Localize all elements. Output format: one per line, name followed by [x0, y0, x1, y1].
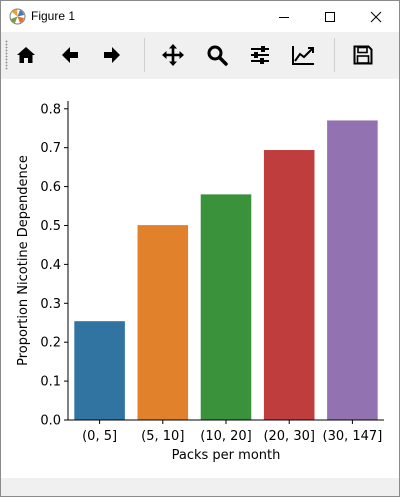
home-button[interactable]: [11, 40, 41, 70]
y-tick-label: 0.8: [40, 102, 61, 117]
close-icon: [370, 11, 382, 22]
pan-button[interactable]: [158, 40, 188, 70]
x-tick-label: (0, 5]: [82, 429, 117, 444]
y-tick-label: 0.5: [40, 219, 61, 234]
title-bar[interactable]: Figure 1: [1, 1, 399, 32]
x-axis-label: Packs per month: [172, 448, 281, 463]
bar-2: [137, 225, 189, 420]
arrow-left-icon: [62, 47, 78, 63]
move-icon: [162, 44, 184, 66]
home-icon: [17, 47, 35, 63]
configure-subplots-button[interactable]: [245, 40, 275, 70]
bar-5: [327, 120, 378, 420]
y-tick-label: 0.7: [40, 141, 61, 156]
minimize-icon: [279, 16, 289, 18]
y-axis-label: Proportion Nicotine Dependence: [16, 155, 31, 366]
x-tick-label: (5, 10]: [141, 429, 184, 444]
bar-4: [263, 150, 315, 420]
status-bar: [1, 478, 399, 496]
y-tick-label: 0.3: [40, 297, 61, 312]
y-tick-label: 0.4: [40, 258, 61, 273]
y-tick-label: 0.6: [40, 180, 61, 195]
edit-axis-button[interactable]: [288, 40, 318, 70]
x-tick-label: (20, 30]: [263, 429, 315, 444]
y-tick-label: 0.0: [40, 414, 61, 429]
figure-canvas[interactable]: 0.0 0.1 0.2 0.3 0.4 0.5 0.6 0.7 0.8 (0, 5] (5, 10]…: [1, 79, 399, 478]
maximize-icon: [325, 11, 335, 22]
arrow-right-icon: [104, 47, 120, 63]
save-button[interactable]: [348, 40, 378, 70]
bar-3: [200, 194, 252, 420]
x-tick-label: (10, 20]: [200, 429, 252, 444]
sliders-icon: [251, 46, 269, 64]
y-tick-label: 0.2: [40, 336, 61, 351]
y-tick-label: 0.1: [40, 375, 61, 390]
line-chart-icon: [292, 46, 314, 65]
x-tick-label: (30, 147]: [323, 429, 383, 444]
matplotlib-logo-icon: [9, 8, 26, 25]
toolbar-grip[interactable]: [5, 40, 8, 70]
window-title: Figure 1: [31, 9, 76, 23]
navigation-toolbar: [1, 32, 399, 79]
toolbar-separator: [144, 38, 145, 72]
maximize-button[interactable]: [307, 1, 353, 32]
bar-1: [74, 321, 125, 420]
magnifier-icon: [207, 45, 228, 66]
close-button[interactable]: [353, 1, 399, 32]
bar-chart: 0.0 0.1 0.2 0.3 0.4 0.5 0.6 0.7 0.8 (0, 5] (5, 10]…: [16, 101, 384, 463]
minimize-button[interactable]: [261, 1, 307, 32]
forward-button[interactable]: [97, 40, 127, 70]
zoom-button[interactable]: [202, 40, 232, 70]
back-button[interactable]: [55, 40, 85, 70]
toolbar-separator: [334, 38, 335, 72]
floppy-disk-icon: [353, 45, 373, 65]
